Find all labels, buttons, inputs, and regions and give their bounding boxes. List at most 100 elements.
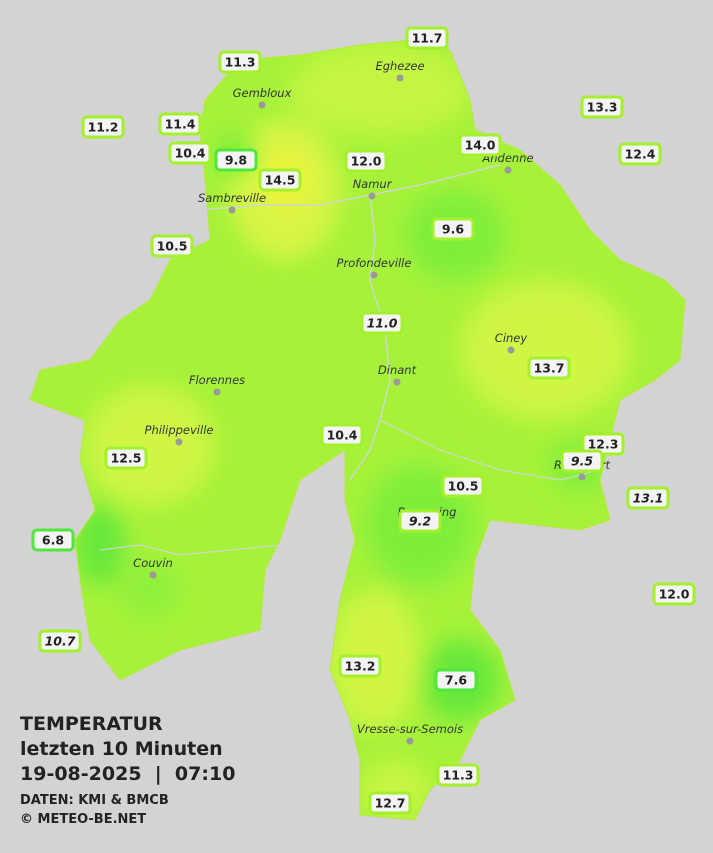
station-value: 12.0 xyxy=(659,587,690,602)
town-dot xyxy=(406,737,414,745)
station-value: 10.5 xyxy=(157,239,188,254)
station-box xyxy=(405,26,449,50)
station: 12.4 xyxy=(618,142,662,166)
station-value: 13.1 xyxy=(633,491,664,506)
station-box xyxy=(320,423,364,447)
town-label: Namur xyxy=(353,177,393,191)
station-box xyxy=(436,763,480,787)
town-label: Dinant xyxy=(378,363,417,377)
town-label: Profondeville xyxy=(337,256,412,270)
town-dot xyxy=(213,388,221,396)
station-value: 12.4 xyxy=(625,147,656,162)
station-value: 12.0 xyxy=(351,154,382,169)
station-value: 10.5 xyxy=(448,479,479,494)
station-box xyxy=(368,791,412,815)
town-label: Ciney xyxy=(495,331,528,345)
station: 13.1 xyxy=(626,486,670,510)
station-box xyxy=(398,509,442,533)
legend-title: TEMPERATUR xyxy=(20,713,163,735)
station-value: 11.4 xyxy=(165,117,196,132)
station-box xyxy=(338,654,382,678)
station-box xyxy=(618,142,662,166)
town-label: Eghezee xyxy=(375,59,424,73)
station-value: 9.5 xyxy=(571,454,593,469)
station-box xyxy=(441,474,485,498)
town-dot xyxy=(393,378,401,386)
station: 11.7 xyxy=(405,26,449,50)
station-value: 6.8 xyxy=(42,533,64,548)
town-dot xyxy=(258,101,266,109)
station: 10.5 xyxy=(150,234,194,258)
legend-copyright: © METEO-BE.NET xyxy=(20,812,146,827)
station-value: 9.8 xyxy=(225,153,247,168)
station: 9.6 xyxy=(431,217,475,241)
station-value: 12.7 xyxy=(375,796,406,811)
station-value: 13.3 xyxy=(587,100,618,115)
station-box xyxy=(431,217,475,241)
station: 9.2 xyxy=(398,509,442,533)
station-box xyxy=(218,50,262,74)
station-box xyxy=(214,148,258,172)
station-value: 9.6 xyxy=(442,222,464,237)
station-box xyxy=(360,311,404,335)
station: 12.7 xyxy=(368,791,412,815)
station: 11.4 xyxy=(158,112,202,136)
station-value: 10.4 xyxy=(327,428,358,443)
station: 13.2 xyxy=(338,654,382,678)
town-label: Sambreville xyxy=(198,191,266,205)
station: 10.7 xyxy=(38,629,82,653)
station-box xyxy=(158,112,202,136)
station-box xyxy=(580,95,624,119)
station: 14.5 xyxy=(258,168,302,192)
station: 9.8 xyxy=(214,148,258,172)
station: 11.3 xyxy=(436,763,480,787)
station-value: 11.3 xyxy=(443,768,474,783)
station-value: 11.7 xyxy=(412,31,443,46)
legend-source: DATEN: KMI & BMCB xyxy=(20,793,169,808)
station-box xyxy=(31,528,75,552)
station-value: 11.0 xyxy=(367,316,398,331)
town-dot xyxy=(396,74,404,82)
station-value: 10.7 xyxy=(45,634,76,649)
station: 10.5 xyxy=(441,474,485,498)
station-box xyxy=(458,133,502,157)
station-box xyxy=(560,449,604,473)
station-box xyxy=(104,446,148,470)
station-box xyxy=(150,234,194,258)
station: 11.3 xyxy=(218,50,262,74)
station-box xyxy=(81,115,125,139)
station: 12.5 xyxy=(104,446,148,470)
town-dot xyxy=(370,271,378,279)
town-label: Couvin xyxy=(133,556,173,570)
town-dot xyxy=(368,192,376,200)
station: 14.0 xyxy=(458,133,502,157)
town-dot xyxy=(228,206,236,214)
station: 6.8 xyxy=(31,528,75,552)
town-dot xyxy=(149,571,157,579)
town-dot xyxy=(175,438,183,446)
station: 12.0 xyxy=(652,582,696,606)
station-value: 9.2 xyxy=(409,514,431,529)
station-box xyxy=(38,629,82,653)
town-label: Florennes xyxy=(189,373,245,387)
town-label: Philippeville xyxy=(145,423,214,437)
stations: 11.7 11.3 13.3 11.2 11.4 14.0 12.4 10.4 9.8 12.0 1… xyxy=(31,26,696,815)
station-value: 12.5 xyxy=(111,451,142,466)
station-value: 11.2 xyxy=(88,120,119,135)
station-value: 11.3 xyxy=(225,55,256,70)
station: 7.6 xyxy=(434,668,478,692)
station: 13.7 xyxy=(527,356,571,380)
town-dot xyxy=(504,166,512,174)
town-label: Vresse-sur-Semois xyxy=(357,722,463,736)
station-box xyxy=(527,356,571,380)
station-box xyxy=(434,668,478,692)
station-value: 13.2 xyxy=(345,659,376,674)
station-value: 13.7 xyxy=(534,361,565,376)
station-box xyxy=(652,582,696,606)
legend-timestamp: 19-08-2025 | 07:10 xyxy=(20,763,235,785)
station: 12.0 xyxy=(344,149,388,173)
station-value: 7.6 xyxy=(445,673,467,688)
station-value: 14.0 xyxy=(465,138,496,153)
station: 9.5 xyxy=(560,449,604,473)
